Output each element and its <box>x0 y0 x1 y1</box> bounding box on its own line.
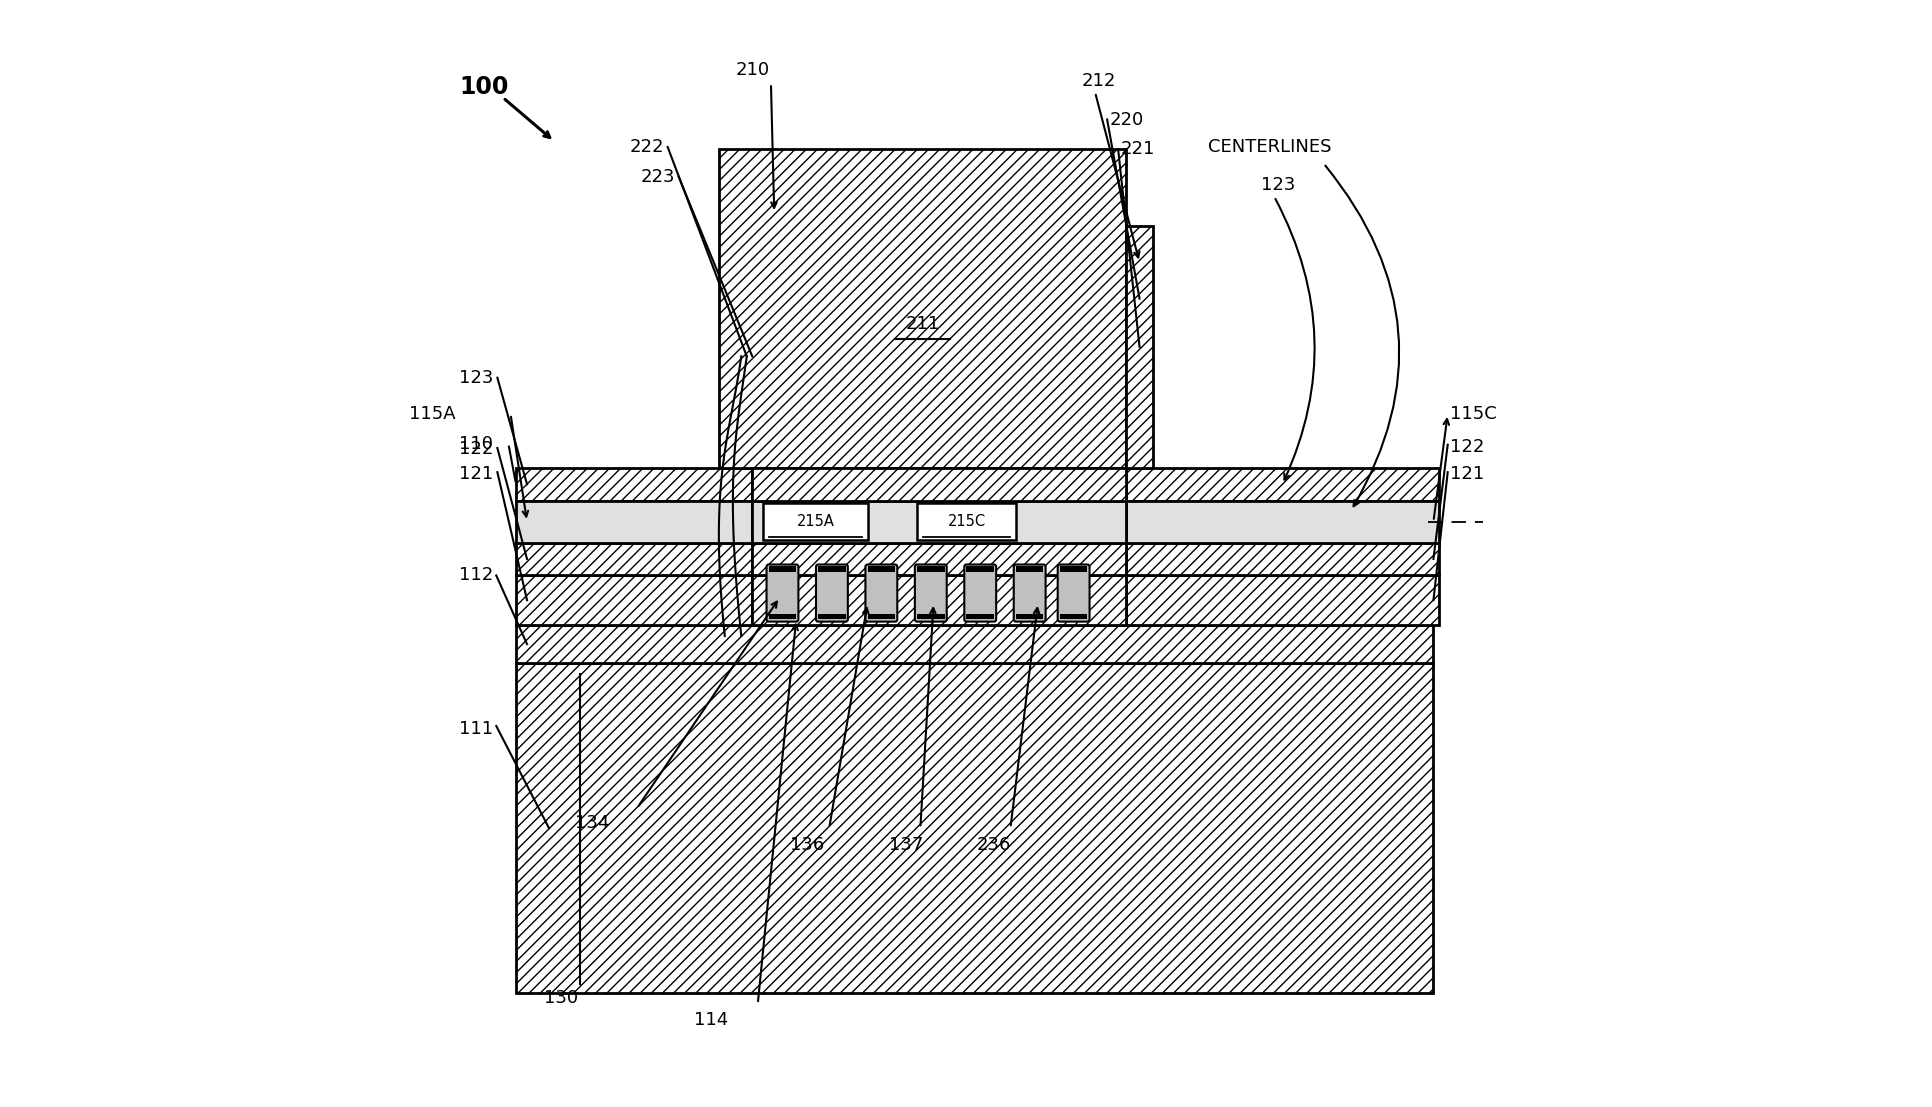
Bar <box>1124 226 1153 468</box>
Bar <box>817 566 844 572</box>
Bar <box>867 566 895 572</box>
FancyBboxPatch shape <box>866 565 896 622</box>
Text: 210: 210 <box>734 61 769 79</box>
Bar <box>817 614 844 620</box>
Text: 223: 223 <box>641 167 674 186</box>
Text: 123: 123 <box>1260 176 1294 195</box>
Text: 212: 212 <box>1082 72 1115 90</box>
FancyBboxPatch shape <box>1057 565 1090 622</box>
Text: 222: 222 <box>630 138 665 156</box>
Bar <box>516 625 1434 663</box>
Bar <box>1016 566 1043 572</box>
Bar <box>1124 542 1437 576</box>
Text: 236: 236 <box>976 836 1010 853</box>
Bar <box>752 500 1124 542</box>
Text: 136: 136 <box>790 836 823 853</box>
Text: 123: 123 <box>458 369 493 386</box>
Bar <box>1124 468 1437 500</box>
Bar <box>916 503 1016 540</box>
Bar <box>516 500 752 542</box>
Text: 137: 137 <box>889 836 923 853</box>
Bar <box>1016 614 1043 620</box>
Bar <box>1124 500 1437 542</box>
Text: 100: 100 <box>458 74 508 99</box>
Text: 215C: 215C <box>947 514 985 529</box>
Text: 220: 220 <box>1109 111 1144 128</box>
Bar <box>1059 614 1088 620</box>
Text: 134: 134 <box>574 814 609 831</box>
Bar <box>719 149 1124 468</box>
Bar <box>752 500 1124 542</box>
Bar <box>763 503 867 540</box>
Bar <box>516 468 752 500</box>
Bar <box>516 500 752 542</box>
Bar <box>769 566 796 572</box>
Text: 115A: 115A <box>410 405 456 423</box>
Bar <box>752 542 1124 576</box>
Bar <box>916 566 945 572</box>
Bar <box>916 614 945 620</box>
Text: CENTERLINES: CENTERLINES <box>1208 138 1331 156</box>
Text: 122: 122 <box>458 441 493 458</box>
Bar <box>1124 500 1437 542</box>
Text: 114: 114 <box>694 1012 728 1030</box>
Bar <box>752 576 1124 625</box>
FancyBboxPatch shape <box>964 565 995 622</box>
Bar <box>516 542 752 576</box>
FancyBboxPatch shape <box>767 565 798 622</box>
Text: 121: 121 <box>458 465 493 484</box>
Bar <box>966 614 993 620</box>
FancyBboxPatch shape <box>1012 565 1045 622</box>
Bar <box>966 566 993 572</box>
Text: 121: 121 <box>1449 465 1484 484</box>
Text: 215A: 215A <box>796 514 835 529</box>
Bar <box>769 614 796 620</box>
Text: 122: 122 <box>1449 438 1484 456</box>
Bar <box>1124 576 1437 625</box>
Bar <box>1059 566 1088 572</box>
Bar <box>752 468 1124 500</box>
FancyBboxPatch shape <box>914 565 947 622</box>
Text: 111: 111 <box>458 721 493 738</box>
Text: 112: 112 <box>458 567 493 584</box>
FancyBboxPatch shape <box>815 565 848 622</box>
Bar <box>516 663 1434 993</box>
Bar <box>867 614 895 620</box>
Text: 115C: 115C <box>1449 405 1495 423</box>
Text: 211: 211 <box>904 315 939 333</box>
Bar <box>516 576 752 625</box>
Text: 130: 130 <box>543 990 578 1007</box>
Text: 110: 110 <box>458 435 493 453</box>
Text: 221: 221 <box>1121 141 1153 158</box>
